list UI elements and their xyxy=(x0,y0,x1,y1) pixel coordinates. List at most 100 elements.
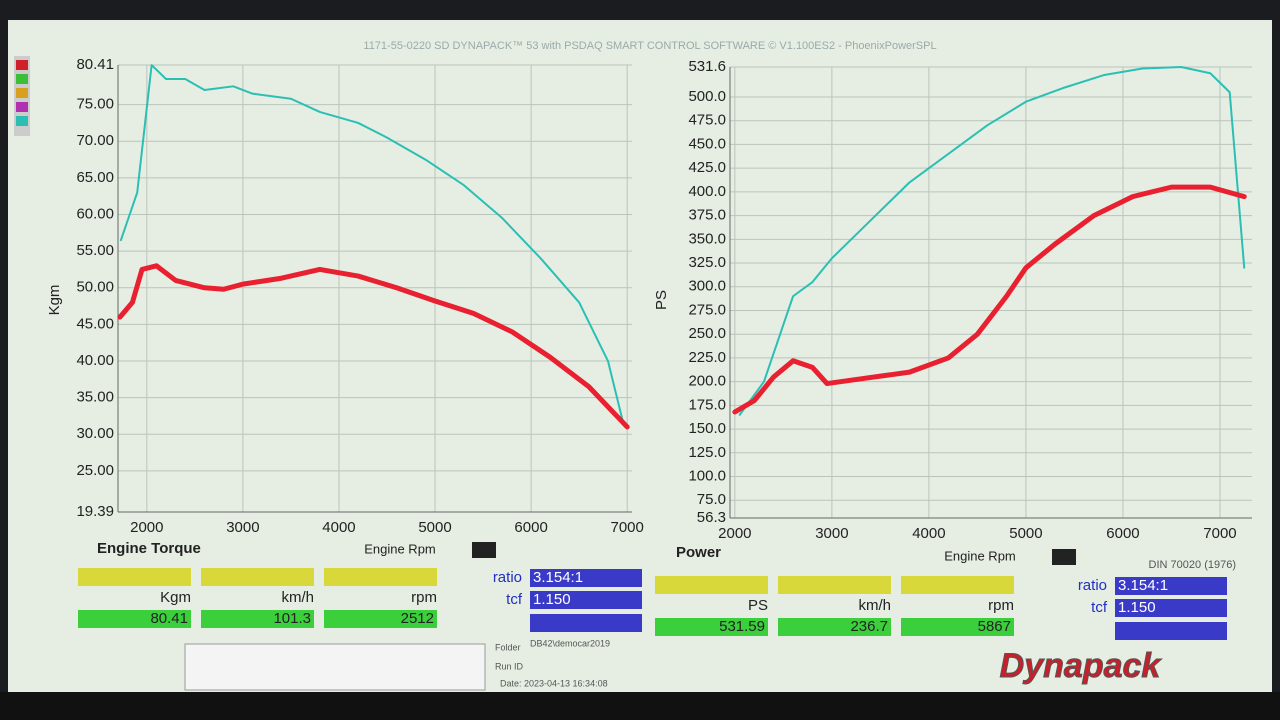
y-tick-label: 375.0 xyxy=(688,207,726,224)
ratio-label: ratio xyxy=(1078,577,1107,594)
y-tick-label: 75.00 xyxy=(76,96,114,113)
y-tick-label: 55.00 xyxy=(76,242,114,259)
reading-label: Kgm xyxy=(160,589,191,606)
y-tick-label: 450.0 xyxy=(688,135,726,152)
x-axis-label: Engine Rpm xyxy=(944,548,1016,563)
logo: Dynapack xyxy=(1000,647,1163,685)
dropdown[interactable] xyxy=(1052,549,1076,565)
x-tick-label: 7000 xyxy=(611,519,644,536)
tcf-value: 1.150 xyxy=(533,591,571,608)
y-tick-label: 125.0 xyxy=(688,444,726,461)
y-tick-label: 70.00 xyxy=(76,132,114,149)
reading-field xyxy=(901,618,1014,636)
reading-value: 80.41 xyxy=(150,610,188,627)
x-axis-label: Engine Rpm xyxy=(364,541,436,556)
x-tick-label: 4000 xyxy=(912,525,945,542)
reading-value: 531.59 xyxy=(719,618,765,635)
ratio-value: 3.154:1 xyxy=(533,569,583,586)
reading-label: rpm xyxy=(988,597,1014,614)
x-tick-label: 3000 xyxy=(226,519,259,536)
line-series xyxy=(732,184,1247,415)
y-tick-label: 500.0 xyxy=(688,88,726,105)
reading-field xyxy=(655,618,768,636)
dropdown[interactable] xyxy=(472,542,496,558)
y-tick-label: 35.00 xyxy=(76,389,114,406)
y-tick-label: 475.0 xyxy=(688,112,726,129)
x-tick-label: 2000 xyxy=(718,525,751,542)
y-tick-label: 50.00 xyxy=(76,279,114,296)
folder: DB42\democar2019 xyxy=(530,638,610,648)
date: Date: 2023-04-13 16:34:08 xyxy=(500,678,608,688)
run-label: Run ID xyxy=(495,661,524,671)
y-tick-label: 40.00 xyxy=(76,352,114,369)
reading-field xyxy=(324,610,437,628)
x-tick-label: 3000 xyxy=(815,525,848,542)
line-series xyxy=(119,64,624,421)
ratio-label: ratio xyxy=(493,569,522,586)
y-axis-label: Kgm xyxy=(46,285,63,316)
y-tick-label: 531.6 xyxy=(688,58,726,75)
blank-field xyxy=(1115,622,1227,640)
y-tick-label: 19.39 xyxy=(76,503,114,520)
y-tick-label: 325.0 xyxy=(688,254,726,271)
y-tick-label: 56.3 xyxy=(697,509,726,526)
yellow-field xyxy=(78,568,191,586)
x-tick-label: 5000 xyxy=(418,519,451,536)
reading-value: 5867 xyxy=(978,618,1011,635)
ratio-value: 3.154:1 xyxy=(1118,577,1168,594)
x-tick-label: 5000 xyxy=(1009,525,1042,542)
y-tick-label: 80.41 xyxy=(76,56,114,73)
monitor-bezel xyxy=(0,692,1280,720)
y-tick-label: 300.0 xyxy=(688,278,726,295)
standard: DIN 70020 (1976) xyxy=(1149,559,1236,571)
tcf-value: 1.150 xyxy=(1118,599,1156,616)
yellow-field xyxy=(778,576,891,594)
line-series xyxy=(117,263,630,430)
y-tick-label: 25.00 xyxy=(76,462,114,479)
reading-field xyxy=(78,610,191,628)
tcf-field xyxy=(1115,599,1227,617)
swatch xyxy=(16,116,28,126)
y-tick-label: 250.0 xyxy=(688,325,726,342)
reading-value: 101.3 xyxy=(273,610,311,627)
y-tick-label: 45.00 xyxy=(76,315,114,332)
reading-label: PS xyxy=(748,597,768,614)
y-tick-label: 65.00 xyxy=(76,169,114,186)
chart-title: Engine Torque xyxy=(97,540,201,557)
x-tick-label: 6000 xyxy=(1106,525,1139,542)
swatch xyxy=(16,88,28,98)
x-tick-label: 4000 xyxy=(322,519,355,536)
y-tick-label: 200.0 xyxy=(688,373,726,390)
yellow-field xyxy=(324,568,437,586)
dialog-window[interactable] xyxy=(184,643,486,691)
folder-label: Folder xyxy=(495,642,521,652)
y-tick-label: 350.0 xyxy=(688,230,726,247)
reading-label: km/h xyxy=(858,597,891,614)
ratio-field xyxy=(1115,577,1227,595)
window-title: 1171-55-0220 SD DYNAPACK™ 53 with PSDAQ … xyxy=(363,40,936,52)
yellow-field xyxy=(201,568,314,586)
reading-field xyxy=(778,618,891,636)
tcf-label: tcf xyxy=(1091,599,1108,616)
line-series xyxy=(738,66,1246,416)
x-tick-label: 7000 xyxy=(1203,525,1236,542)
reading-field xyxy=(201,610,314,628)
reading-label: rpm xyxy=(411,589,437,606)
y-tick-label: 30.00 xyxy=(76,425,114,442)
yellow-field xyxy=(655,576,768,594)
x-tick-label: 2000 xyxy=(130,519,163,536)
swatch xyxy=(16,74,28,84)
ratio-field xyxy=(530,569,642,587)
tcf-label: tcf xyxy=(506,591,523,608)
y-tick-label: 60.00 xyxy=(76,205,114,222)
swatch xyxy=(16,102,28,112)
reading-label: km/h xyxy=(281,589,314,606)
tcf-field xyxy=(530,591,642,609)
y-tick-label: 225.0 xyxy=(688,349,726,366)
y-tick-label: 75.0 xyxy=(697,491,726,508)
reading-value: 236.7 xyxy=(850,618,888,635)
chart-title: Power xyxy=(676,544,721,561)
y-tick-label: 175.0 xyxy=(688,396,726,413)
swatch xyxy=(16,60,28,70)
